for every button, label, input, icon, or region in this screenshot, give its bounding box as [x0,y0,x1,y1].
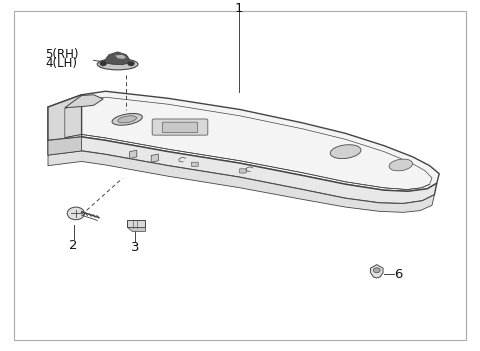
Polygon shape [48,91,439,191]
Polygon shape [103,52,130,65]
Ellipse shape [330,145,361,159]
Text: 4(LH): 4(LH) [46,57,78,70]
Polygon shape [48,151,434,212]
Circle shape [100,61,107,66]
Polygon shape [130,150,137,159]
Ellipse shape [118,116,136,123]
Polygon shape [115,55,126,59]
Ellipse shape [389,159,413,171]
FancyBboxPatch shape [240,169,246,173]
FancyBboxPatch shape [152,119,208,135]
Text: 2: 2 [69,239,77,252]
Polygon shape [127,227,145,231]
Ellipse shape [97,59,138,70]
Text: 6: 6 [395,268,403,281]
Polygon shape [65,95,103,108]
FancyBboxPatch shape [192,162,198,166]
Text: 5(RH): 5(RH) [46,48,79,61]
Circle shape [128,61,134,66]
Circle shape [67,207,84,220]
Polygon shape [48,137,437,204]
Polygon shape [151,154,158,162]
Text: 3: 3 [131,241,140,254]
Bar [127,220,145,227]
Polygon shape [371,265,383,278]
Ellipse shape [112,113,143,125]
Circle shape [373,268,380,273]
Text: 1: 1 [235,2,243,15]
FancyBboxPatch shape [162,122,198,133]
Polygon shape [48,95,82,140]
Polygon shape [48,137,82,155]
